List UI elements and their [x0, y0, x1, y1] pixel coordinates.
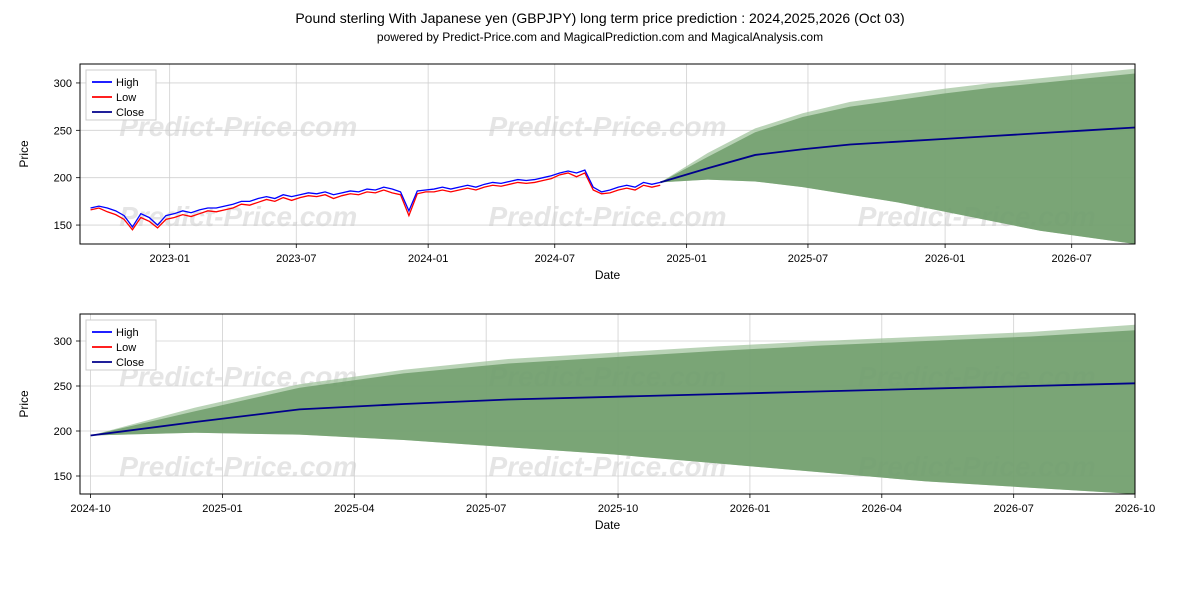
chart-2: 150 200 250 300 2024-10 2025-01 2025-04 2025-07… — [10, 304, 1160, 534]
chart-subtitle: powered by Predict-Price.com and Magical… — [10, 30, 1190, 44]
svg-text:200: 200 — [54, 426, 72, 438]
svg-text:2024-07: 2024-07 — [535, 253, 575, 265]
svg-text:2024-01: 2024-01 — [408, 253, 448, 265]
svg-text:2026-07: 2026-07 — [1052, 253, 1092, 265]
svg-text:Date: Date — [595, 268, 621, 282]
chart-title: Pound sterling With Japanese yen (GBPJPY… — [10, 10, 1190, 26]
svg-text:Predict-Price.com: Predict-Price.com — [119, 451, 357, 482]
svg-text:150: 150 — [54, 471, 72, 483]
svg-text:300: 300 — [54, 78, 72, 90]
svg-text:2026-01: 2026-01 — [730, 503, 770, 515]
svg-text:2025-01: 2025-01 — [666, 253, 706, 265]
svg-text:150: 150 — [54, 220, 72, 232]
svg-text:2026-01: 2026-01 — [925, 253, 965, 265]
svg-text:250: 250 — [54, 125, 72, 137]
svg-text:High: High — [116, 77, 139, 89]
svg-text:250: 250 — [54, 381, 72, 393]
chart-1-container: 150 200 250 300 2023-01 2023-07 2024-01 2024-07… — [10, 54, 1190, 284]
chart-1: 150 200 250 300 2023-01 2023-07 2024-01 2024-07… — [10, 54, 1160, 284]
svg-text:Price: Price — [17, 140, 31, 168]
svg-text:Close: Close — [116, 107, 144, 119]
chart-2-container: 150 200 250 300 2024-10 2025-01 2025-04 2025-07… — [10, 304, 1190, 534]
svg-text:2026-04: 2026-04 — [862, 503, 902, 515]
svg-text:2024-10: 2024-10 — [70, 503, 110, 515]
svg-text:300: 300 — [54, 336, 72, 348]
svg-text:2025-01: 2025-01 — [202, 503, 242, 515]
svg-text:2023-01: 2023-01 — [149, 253, 189, 265]
svg-text:200: 200 — [54, 173, 72, 185]
svg-text:Predict-Price.com: Predict-Price.com — [488, 201, 726, 232]
svg-text:2025-04: 2025-04 — [334, 503, 374, 515]
svg-text:Low: Low — [116, 342, 136, 354]
svg-text:2025-10: 2025-10 — [598, 503, 638, 515]
svg-text:Low: Low — [116, 92, 136, 104]
svg-text:Predict-Price.com: Predict-Price.com — [488, 111, 726, 142]
svg-text:High: High — [116, 327, 139, 339]
svg-text:2025-07: 2025-07 — [466, 503, 506, 515]
svg-text:2025-07: 2025-07 — [788, 253, 828, 265]
svg-text:2026-10: 2026-10 — [1115, 503, 1155, 515]
svg-text:Price: Price — [17, 390, 31, 418]
svg-text:Close: Close — [116, 357, 144, 369]
svg-text:2023-07: 2023-07 — [276, 253, 316, 265]
svg-text:2026-07: 2026-07 — [993, 503, 1033, 515]
svg-text:Date: Date — [595, 518, 621, 532]
